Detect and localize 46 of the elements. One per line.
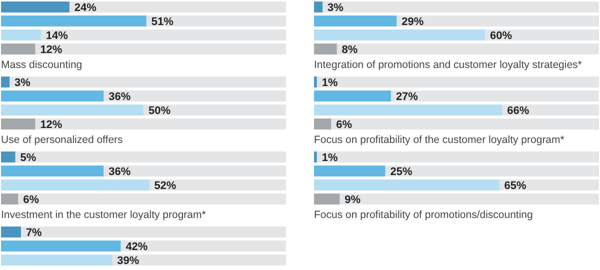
x-axis-title: Investment in the customer loyalty program* — [1, 209, 207, 221]
data-label: 8% — [342, 44, 358, 56]
bar — [1, 2, 70, 12]
data-label: 52% — [154, 180, 176, 192]
data-label: 66% — [507, 104, 530, 117]
data-label: 12% — [40, 118, 62, 131]
x-axis-title: Integration of promotions and customer loyalty strategies* — [314, 59, 583, 71]
data-label: 29% — [402, 16, 424, 28]
data-label: 50% — [148, 104, 171, 117]
data-label: 42% — [126, 240, 148, 253]
data-label: 24% — [74, 2, 97, 14]
bar — [314, 44, 337, 54]
bar — [1, 44, 36, 54]
data-label: 7% — [26, 226, 42, 239]
bar — [1, 76, 10, 88]
data-label: 6% — [336, 118, 352, 131]
data-label: 36% — [108, 166, 131, 178]
data-label: 60% — [490, 30, 512, 42]
data-label: 65% — [504, 180, 526, 192]
bar — [314, 2, 323, 12]
data-label: 5% — [20, 152, 36, 164]
data-label: 12% — [40, 44, 62, 56]
data-label: 14% — [46, 30, 68, 42]
x-axis-title: Focus on profitability of the customer loyalty program* — [314, 134, 566, 146]
data-label: 27% — [396, 90, 418, 103]
data-label: 25% — [390, 166, 412, 178]
bar — [314, 76, 317, 88]
x-axis-title: Use of personalized offers — [1, 134, 124, 146]
bar — [314, 194, 340, 204]
bar — [1, 194, 18, 204]
bar — [314, 152, 317, 162]
data-label: 1% — [322, 76, 338, 89]
x-axis-title: Mass discounting — [1, 59, 84, 71]
bar — [314, 118, 332, 130]
data-label: 39% — [117, 254, 140, 267]
data-label: 9% — [344, 194, 361, 206]
data-label: 6% — [23, 194, 40, 206]
data-label: 1% — [322, 152, 338, 164]
data-label: 3% — [14, 76, 31, 89]
bar — [1, 118, 36, 130]
data-label: 36% — [108, 90, 131, 103]
data-label: 51% — [151, 16, 174, 28]
bar — [1, 30, 41, 40]
data-label: 3% — [328, 2, 344, 14]
x-axis-title: Focus on profitability of promotions/discounting — [314, 209, 534, 221]
bar — [1, 152, 16, 162]
